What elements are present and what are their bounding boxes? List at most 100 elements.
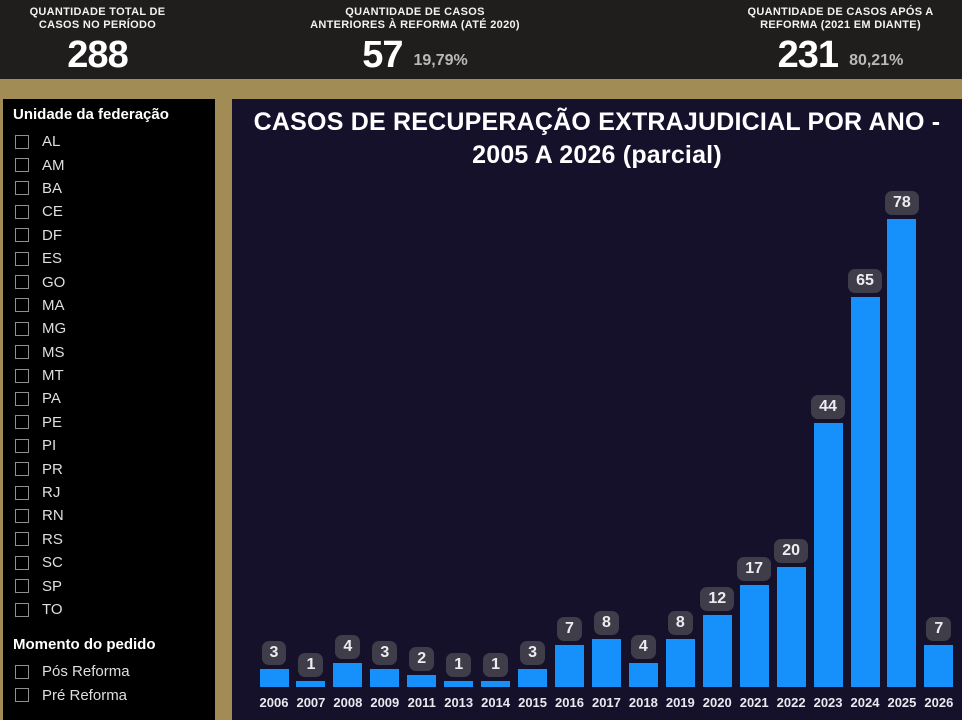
bar-data-label: 12: [700, 587, 735, 611]
bar-2011[interactable]: [407, 675, 437, 687]
state-checkbox-row-rn[interactable]: RN: [13, 504, 215, 527]
checkbox-icon[interactable]: [15, 181, 29, 196]
checkbox-icon[interactable]: [15, 134, 29, 149]
state-checkbox-row-mt[interactable]: MT: [13, 364, 215, 387]
state-checkbox-row-mg[interactable]: MG: [13, 317, 215, 340]
x-axis-label: 2011: [407, 695, 436, 710]
checkbox-icon[interactable]: [15, 391, 29, 406]
momento-checkbox-row-pós-reforma[interactable]: Pós Reforma: [13, 660, 215, 683]
checkbox-icon[interactable]: [15, 368, 29, 383]
state-checkbox-label: ES: [42, 250, 63, 268]
state-checkbox-label: RN: [42, 507, 64, 525]
state-checkbox-label: MG: [42, 320, 67, 338]
bar-2008[interactable]: [333, 663, 363, 687]
chart-title-line1: CASOS DE RECUPERAÇÃO EXTRAJUDICIAL POR A…: [253, 108, 941, 136]
bar-group-2017: 8 2017: [588, 168, 624, 720]
bar-group-2020: 12 2020: [699, 168, 735, 720]
checkbox-icon[interactable]: [15, 688, 29, 703]
bar-2022[interactable]: [776, 567, 806, 687]
state-checkbox-row-am[interactable]: AM: [13, 153, 215, 176]
kpi-label-pre-reform: QUANTIDADE DE CASOS ANTERIORES À REFORMA…: [310, 6, 520, 32]
bar-2017[interactable]: [591, 639, 621, 687]
bar-2021[interactable]: [739, 585, 769, 687]
checkbox-icon[interactable]: [15, 204, 29, 219]
bar-data-label: 78: [885, 191, 919, 215]
state-checkbox-label: GO: [42, 273, 66, 291]
bar-group-2016: 7 2016: [552, 168, 588, 720]
bar-2009[interactable]: [370, 669, 400, 687]
bar-group-2021: 17 2021: [736, 168, 772, 720]
state-checkbox-label: MA: [42, 296, 65, 314]
state-checkbox-row-sp[interactable]: SP: [13, 574, 215, 597]
checkbox-icon[interactable]: [15, 345, 29, 360]
state-checkbox-label: DF: [42, 226, 62, 244]
bar-2018[interactable]: [628, 663, 658, 687]
bar-2023[interactable]: [813, 423, 843, 687]
state-checkbox-row-pr[interactable]: PR: [13, 457, 215, 480]
checkbox-icon[interactable]: [15, 251, 29, 266]
bar-data-label: 44: [811, 395, 845, 419]
state-checkbox-row-rs[interactable]: RS: [13, 528, 215, 551]
kpi-card-total: QUANTIDADE TOTAL DE CASOS NO PERÍODO 288: [0, 0, 195, 79]
chart-panel: CASOS DE RECUPERAÇÃO EXTRAJUDICIAL POR A…: [232, 99, 962, 720]
state-checkbox-row-go[interactable]: GO: [13, 270, 215, 293]
state-checkbox-row-to[interactable]: TO: [13, 598, 215, 621]
bar-2019[interactable]: [665, 639, 695, 687]
checkbox-icon[interactable]: [15, 275, 29, 290]
federation-filter-title: Unidade da federação: [13, 106, 169, 123]
checkbox-icon[interactable]: [15, 664, 29, 679]
state-checkbox-row-ms[interactable]: MS: [13, 341, 215, 364]
bar-2024[interactable]: [850, 297, 880, 687]
state-checkbox-row-al[interactable]: AL: [13, 130, 215, 153]
state-checkbox-row-df[interactable]: DF: [13, 224, 215, 247]
kpi-label-line: QUANTIDADE TOTAL DE: [29, 6, 166, 18]
bar-2006[interactable]: [259, 669, 289, 687]
state-checkbox-row-ce[interactable]: CE: [13, 200, 215, 223]
checkbox-icon[interactable]: [15, 579, 29, 594]
kpi-percent-pre-reform: 19,79%: [413, 52, 468, 69]
bar-data-label: 4: [335, 635, 361, 659]
bar-group-2014: 1 2014: [478, 168, 514, 720]
bar-2025[interactable]: [887, 219, 917, 687]
bar-group-2025: 78 2025: [884, 168, 920, 720]
bar-2014[interactable]: [481, 681, 511, 687]
checkbox-icon[interactable]: [15, 532, 29, 547]
state-checkbox-label: TO: [42, 601, 63, 618]
state-checkbox-row-ba[interactable]: BA: [13, 177, 215, 200]
checkbox-icon[interactable]: [15, 462, 29, 477]
bar-2020[interactable]: [702, 615, 732, 687]
checkbox-icon[interactable]: [15, 508, 29, 523]
momento-checkbox-row-pré-reforma[interactable]: Pré Reforma: [13, 684, 215, 707]
state-checkbox-row-sc[interactable]: SC: [13, 551, 215, 574]
state-checkbox-label: CE: [42, 203, 63, 221]
state-checkbox-label: MS: [42, 343, 65, 361]
checkbox-icon[interactable]: [15, 298, 29, 313]
bar-group-2013: 1 2013: [441, 168, 477, 720]
state-checkbox-row-es[interactable]: ES: [13, 247, 215, 270]
bar-2007[interactable]: [296, 681, 326, 687]
checkbox-icon[interactable]: [15, 555, 29, 570]
checkbox-icon[interactable]: [15, 415, 29, 430]
state-checkbox-row-rj[interactable]: RJ: [13, 481, 215, 504]
chart-title-line2: 2005 A 2026 (parcial): [472, 141, 722, 169]
state-checkbox-row-ma[interactable]: MA: [13, 294, 215, 317]
bar-data-label: 17: [737, 557, 772, 581]
state-checkbox-row-pa[interactable]: PA: [13, 387, 215, 410]
bar-2013[interactable]: [444, 681, 474, 687]
checkbox-icon[interactable]: [15, 438, 29, 453]
bar-2026[interactable]: [924, 645, 954, 687]
bar-2016[interactable]: [555, 645, 584, 687]
checkbox-icon[interactable]: [15, 602, 29, 617]
checkbox-icon[interactable]: [15, 158, 29, 173]
checkbox-icon[interactable]: [15, 485, 29, 500]
state-checkbox-row-pi[interactable]: PI: [13, 434, 215, 457]
checkbox-icon[interactable]: [15, 228, 29, 243]
bar-data-label: 3: [261, 641, 287, 665]
bar-group-2011: 2 2011: [404, 168, 440, 720]
bar-data-label: 65: [848, 269, 882, 293]
x-axis-label: 2025: [887, 695, 917, 710]
checkbox-icon[interactable]: [15, 321, 29, 336]
bar-2015[interactable]: [518, 669, 548, 687]
kpi-label-line: QUANTIDADE DE CASOS APÓS A: [747, 6, 934, 18]
state-checkbox-row-pe[interactable]: PE: [13, 411, 215, 434]
